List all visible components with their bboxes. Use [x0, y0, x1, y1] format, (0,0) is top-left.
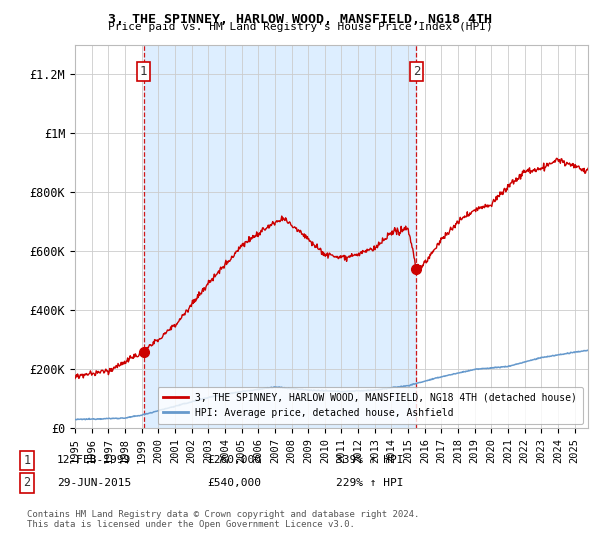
Legend: 3, THE SPINNEY, HARLOW WOOD, MANSFIELD, NG18 4TH (detached house), HPI: Average : 3, THE SPINNEY, HARLOW WOOD, MANSFIELD, …	[158, 387, 583, 423]
Text: £540,000: £540,000	[207, 478, 261, 488]
Bar	[143, 45, 416, 428]
Text: Contains HM Land Registry data © Crown copyright and database right 2024.
This d: Contains HM Land Registry data © Crown c…	[27, 510, 419, 529]
Text: 2: 2	[413, 65, 420, 78]
Text: 3, THE SPINNEY, HARLOW WOOD, MANSFIELD, NG18 4TH: 3, THE SPINNEY, HARLOW WOOD, MANSFIELD, …	[108, 13, 492, 26]
Text: £260,000: £260,000	[207, 455, 261, 465]
Text: 2: 2	[23, 476, 31, 489]
Text: 1: 1	[140, 65, 148, 78]
Text: 229% ↑ HPI: 229% ↑ HPI	[336, 478, 404, 488]
Text: 29-JUN-2015: 29-JUN-2015	[57, 478, 131, 488]
Text: 339% ↑ HPI: 339% ↑ HPI	[336, 455, 404, 465]
Text: 1: 1	[23, 454, 31, 467]
Text: Price paid vs. HM Land Registry's House Price Index (HPI): Price paid vs. HM Land Registry's House …	[107, 22, 493, 32]
Text: 12-FEB-1999: 12-FEB-1999	[57, 455, 131, 465]
